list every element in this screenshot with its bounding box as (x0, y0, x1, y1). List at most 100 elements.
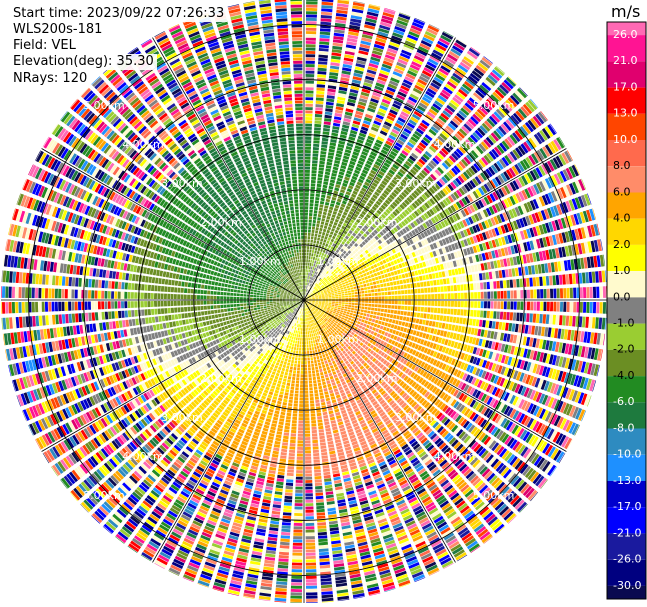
velocity-gate (334, 112, 343, 118)
velocity-gate (421, 70, 432, 78)
velocity-gate (428, 85, 439, 93)
velocity-gate (332, 263, 336, 267)
velocity-gate (556, 301, 560, 312)
velocity-gate (573, 287, 577, 299)
velocity-gate (365, 113, 373, 119)
velocity-gate (444, 301, 448, 307)
velocity-gate (379, 69, 390, 76)
velocity-gate (357, 53, 368, 59)
velocity-gate (354, 291, 358, 295)
velocity-gate (342, 245, 346, 250)
velocity-gate (365, 300, 368, 303)
velocity-gate (559, 301, 563, 312)
velocity-gate (312, 281, 315, 285)
velocity-gate (328, 301, 332, 303)
velocity-gate (430, 328, 435, 334)
velocity-gate (550, 288, 554, 299)
velocity-gate (304, 245, 307, 249)
velocity-gate (532, 277, 537, 287)
velocity-gate (320, 224, 324, 228)
velocity-gate (326, 240, 330, 244)
velocity-gate (424, 300, 428, 306)
velocity-gate (335, 300, 339, 302)
velocity-gate (464, 292, 468, 299)
velocity-gate (334, 260, 338, 265)
velocity-gate (364, 290, 368, 294)
velocity-gate (363, 323, 367, 327)
velocity-gate (311, 229, 315, 233)
velocity-gate (323, 273, 327, 277)
velocity-gate (335, 347, 340, 351)
velocity-gate (436, 118, 445, 126)
velocity-gate (316, 345, 320, 349)
velocity-gate (591, 271, 596, 283)
velocity-gate (339, 228, 344, 233)
velocity-gate (432, 79, 442, 87)
velocity-gate (356, 196, 362, 201)
velocity-gate (326, 195, 331, 200)
velocity-gate (358, 101, 367, 107)
velocity-gate (353, 72, 363, 78)
velocity-gate (323, 260, 326, 265)
velocity-gate (323, 128, 330, 132)
velocity-gate (475, 273, 480, 281)
velocity-gate (416, 144, 425, 152)
velocity-gate (307, 289, 309, 293)
velocity-gate (304, 226, 308, 229)
velocity-gate (403, 43, 415, 51)
velocity-gate (333, 240, 338, 244)
velocity-gate (344, 51, 355, 56)
velocity-gate (354, 66, 365, 72)
velocity-gate (386, 282, 390, 287)
velocity-gate (337, 246, 342, 251)
velocity-gate (403, 147, 411, 154)
velocity-gate (392, 71, 403, 78)
velocity-gate (487, 291, 491, 299)
velocity-gate (370, 285, 374, 289)
velocity-gate (318, 273, 321, 277)
velocity-gate (385, 174, 392, 181)
velocity-gate (602, 302, 606, 314)
velocity-gate (328, 294, 332, 296)
velocity-gate (392, 103, 401, 110)
velocity-gate (448, 324, 452, 331)
velocity-gate (392, 163, 399, 170)
velocity-gate (427, 307, 431, 313)
velocity-gate (305, 110, 313, 114)
velocity-gate (426, 88, 437, 96)
velocity-gate (309, 280, 312, 283)
velocity-gate (346, 101, 356, 107)
velocity-gate (344, 304, 348, 307)
velocity-gate (331, 129, 339, 134)
velocity-gate (326, 161, 333, 166)
velocity-gate (316, 94, 325, 98)
velocity-gate (352, 172, 359, 178)
velocity-gate (315, 279, 319, 283)
velocity-gate (320, 275, 324, 278)
velocity-gate (346, 232, 351, 237)
velocity-gate (330, 217, 335, 222)
velocity-gate (334, 305, 338, 307)
velocity-gate (416, 282, 421, 288)
velocity-gate (340, 189, 346, 194)
velocity-gate (328, 302, 332, 305)
velocity-gate (483, 282, 487, 290)
velocity-gate (328, 264, 332, 268)
velocity-gate (417, 269, 422, 275)
velocity-gate (352, 5, 365, 11)
velocity-gate (341, 127, 349, 133)
velocity-gate (331, 382, 336, 386)
velocity-gate (399, 315, 403, 321)
velocity-gate (305, 153, 311, 157)
velocity-gate (322, 187, 327, 192)
velocity-gate (450, 301, 454, 307)
velocity-gate (549, 314, 553, 325)
velocity-gate (398, 295, 402, 300)
velocity-gate (314, 200, 319, 204)
velocity-gate (377, 76, 387, 82)
velocity-gate (419, 122, 428, 130)
velocity-gate (368, 154, 376, 160)
velocity-gate (343, 230, 348, 235)
velocity-gate (510, 290, 514, 299)
velocity-gate (423, 281, 427, 287)
